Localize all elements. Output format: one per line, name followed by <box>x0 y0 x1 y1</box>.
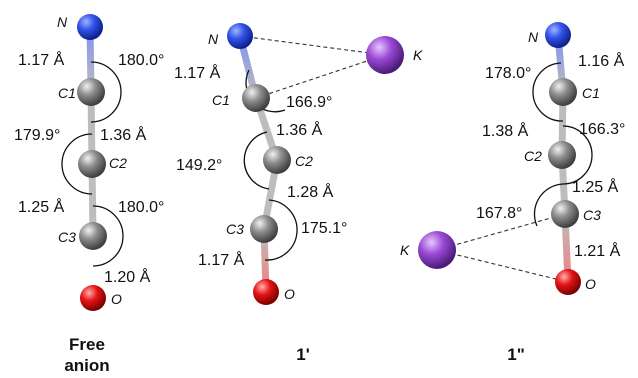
oxygen-atom <box>555 269 581 295</box>
potassium-atom <box>418 231 456 269</box>
angle-c2: 179.9° <box>14 127 60 144</box>
panel-1-double-prime: N C1 C2 C3 O K 1.16 Å 1.38 Å 1.25 Å 1.21… <box>400 22 625 364</box>
atom-label-c2: C2 <box>109 155 127 171</box>
angle-arc-c2 <box>562 125 593 185</box>
atom-label-c3: C3 <box>226 221 244 237</box>
bond-length-c1-c2: 1.36 Å <box>276 120 323 139</box>
angle-c2: 149.2° <box>176 157 222 174</box>
bond-length-n-c1: 1.17 Å <box>18 50 65 69</box>
angle-c1: 166.9° <box>286 94 332 111</box>
atom-label-k: K <box>413 47 423 63</box>
atom-label-n: N <box>208 31 219 47</box>
bond-length-c1-c2: 1.36 Å <box>100 125 147 144</box>
carbon-atom-c3 <box>79 222 107 250</box>
carbon-atom-c3 <box>551 200 579 228</box>
bond-length-c3-o: 1.20 Å <box>104 267 151 286</box>
angle-c2: 166.3° <box>579 121 625 138</box>
carbon-atom-c1 <box>77 78 105 106</box>
bond-length-n-c1: 1.16 Å <box>578 51 625 70</box>
atom-label-o: O <box>284 286 295 302</box>
bond-length-c2-c3: 1.25 Å <box>18 197 65 216</box>
bond-length-c3-o: 1.21 Å <box>574 241 621 260</box>
panel-free-anion: N C1 C2 C3 O 1.17 Å 1.36 Å 1.25 Å 1.20 Å… <box>14 14 164 375</box>
atom-label-c2: C2 <box>295 153 313 169</box>
panel-1-prime: N C1 C2 C3 O K 1.17 Å 1.36 Å 1.28 Å 1.17… <box>174 23 423 364</box>
angle-arc-c2 <box>243 131 270 190</box>
angle-arc-c3 <box>92 205 124 267</box>
caption-1-prime: 1' <box>296 345 310 364</box>
carbon-atom-c3 <box>250 215 278 243</box>
bond-length-c3-o: 1.17 Å <box>198 250 245 269</box>
atom-label-c3: C3 <box>58 229 76 245</box>
atom-label-c3: C3 <box>583 207 601 223</box>
carbon-atom-c2 <box>548 141 576 169</box>
k-o-contact <box>436 249 569 283</box>
atom-label-c1: C1 <box>212 92 230 108</box>
carbon-atom-c1 <box>242 84 270 112</box>
atom-label-c1: C1 <box>58 85 76 101</box>
bond-length-c1-c2: 1.38 Å <box>482 121 529 140</box>
angle-arc-c3 <box>533 183 564 227</box>
angle-arc-c1 <box>90 61 122 123</box>
atom-label-c1: C1 <box>582 85 600 101</box>
nitrogen-atom <box>77 14 103 40</box>
k-c3-contact <box>436 213 566 251</box>
angle-c3: 180.0° <box>118 199 164 216</box>
angle-arc-c1 <box>532 62 564 122</box>
angle-arc-c3 <box>264 199 298 261</box>
bond-length-n-c1: 1.17 Å <box>174 63 221 82</box>
potassium-atom <box>366 36 404 74</box>
atom-label-k: K <box>400 242 410 258</box>
k-n-contact <box>239 35 386 56</box>
angle-c3: 175.1° <box>301 220 347 237</box>
atom-label-o: O <box>111 291 122 307</box>
carbon-atom-c2 <box>78 150 106 178</box>
caption-1-double-prime: 1" <box>507 345 525 364</box>
bond-length-c2-c3: 1.28 Å <box>287 182 334 201</box>
nitrogen-atom <box>227 23 253 49</box>
angle-c1: 180.0° <box>118 52 164 69</box>
oxygen-atom <box>253 279 279 305</box>
carbon-atom-c2 <box>263 146 291 174</box>
bond-length-c2-c3: 1.25 Å <box>572 177 619 196</box>
nitrogen-atom <box>545 22 571 48</box>
angle-c3: 167.8° <box>476 205 522 222</box>
carbon-atom-c1 <box>549 78 577 106</box>
k-c1-contact <box>255 54 386 99</box>
caption-free-anion-line1: Free <box>69 335 105 354</box>
angle-arc-c2 <box>61 133 93 195</box>
angle-c1: 178.0° <box>485 65 531 82</box>
oxygen-atom <box>80 285 106 311</box>
atom-label-n: N <box>57 14 68 30</box>
atom-label-c2: C2 <box>524 148 542 164</box>
caption-free-anion-line2: anion <box>64 356 109 375</box>
atom-label-o: O <box>585 276 596 292</box>
atom-label-n: N <box>528 29 539 45</box>
